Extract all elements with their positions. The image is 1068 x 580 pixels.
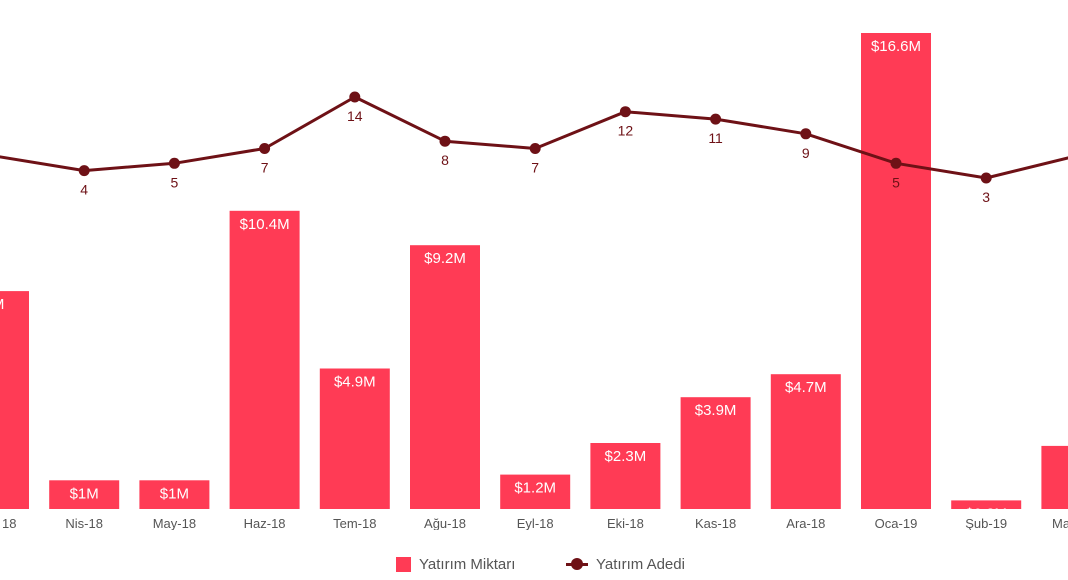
x-tick-label-12: Ma <box>1052 516 1068 530</box>
combo-chart: 6M $1M $1M $10.4M $4.9M $9.2M $1.2M $2.3M $3.9M $… <box>0 33 1068 530</box>
bar-value-label-5: $9.2M <box>424 250 466 267</box>
line-point-1 <box>78 165 90 177</box>
x-tick-label-3: Haz-18 <box>244 516 286 530</box>
line-value-label-2: 5 <box>171 174 179 190</box>
line-point-3 <box>259 143 271 154</box>
line-point-10 <box>890 157 902 169</box>
bar-value-label-3: $10.4M <box>240 216 290 233</box>
line-value-label-9: 9 <box>802 145 810 161</box>
x-tick-label-4: Tem-18 <box>333 516 376 530</box>
line-point-9 <box>800 128 812 140</box>
bar-10[interactable] <box>861 33 931 509</box>
line-point-5 <box>439 135 451 147</box>
bar-0[interactable] <box>0 291 29 509</box>
x-tick-label-11: Şub-19 <box>965 516 1007 530</box>
bar-value-label-6: $1.2M <box>514 480 556 497</box>
legend-bar-label: Yatırım Miktarı <box>419 556 516 573</box>
line-point-2 <box>168 157 180 169</box>
line-value-label-5: 8 <box>441 152 449 168</box>
line-point-4 <box>349 91 361 103</box>
legend-line-label: Yatırım Adedi <box>596 556 685 573</box>
legend-item-bar-series[interactable]: Yatırım Miktarı <box>396 556 515 573</box>
bar-value-label-2: $1M <box>160 485 189 502</box>
bar-value-label-9: $4.7M <box>785 379 827 396</box>
line-point-6 <box>529 143 541 154</box>
line-value-label-11: 3 <box>982 189 990 205</box>
chart-legend: Yatırım Miktarı Yatırım Adedi <box>0 552 1068 580</box>
bar-9[interactable] <box>770 374 841 509</box>
x-tick-label-1: Nis-18 <box>65 516 103 530</box>
x-tick-label-9: Ara-18 <box>786 516 825 530</box>
line-value-label-8: 11 <box>708 130 723 146</box>
bar-value-label-1: $1M <box>70 485 99 502</box>
bar-1[interactable] <box>49 480 120 509</box>
bar-value-label-4: $4.9M <box>334 374 376 391</box>
bar-5[interactable] <box>410 245 480 509</box>
line-value-label-4: 14 <box>347 108 363 124</box>
bar-value-label-10: $16.6M <box>871 38 921 55</box>
bar-12[interactable] <box>1041 445 1068 509</box>
bar-3[interactable] <box>229 210 300 510</box>
line-point-11 <box>980 172 992 184</box>
bar-11[interactable] <box>951 500 1022 509</box>
bar-7[interactable] <box>590 443 661 509</box>
x-tick-label-5: Ağu-18 <box>424 516 466 530</box>
line-value-label-7: 12 <box>618 123 634 139</box>
bar-8[interactable] <box>680 397 751 509</box>
legend-bar-swatch <box>396 557 411 572</box>
bar-value-label-0: 6M <box>0 296 4 313</box>
legend-line-swatch <box>566 557 588 572</box>
bar-6[interactable] <box>500 474 571 509</box>
bar-value-label-8: $3.9M <box>695 402 737 419</box>
x-tick-label-0: 18 <box>2 516 16 530</box>
x-tick-label-7: Eki-18 <box>607 516 644 530</box>
line-value-label-1: 4 <box>80 182 88 198</box>
line-value-label-3: 7 <box>261 160 269 176</box>
x-tick-label-2: May-18 <box>153 516 196 530</box>
x-tick-label-6: Eyl-18 <box>517 516 554 530</box>
line-value-label-6: 7 <box>531 160 539 176</box>
line-point-7 <box>619 106 631 118</box>
bar-2[interactable] <box>139 480 210 509</box>
legend-item-line-series[interactable]: Yatırım Adedi <box>566 556 685 573</box>
bar-4[interactable] <box>319 368 390 510</box>
bar-value-label-7: $2.3M <box>605 448 647 465</box>
bar-value-label-11: $0.3M <box>965 505 1007 522</box>
line-value-label-10: 5 <box>892 174 900 190</box>
x-tick-label-10: Oca-19 <box>875 516 918 530</box>
x-tick-label-8: Kas-18 <box>695 516 736 530</box>
line-point-8 <box>710 113 722 125</box>
